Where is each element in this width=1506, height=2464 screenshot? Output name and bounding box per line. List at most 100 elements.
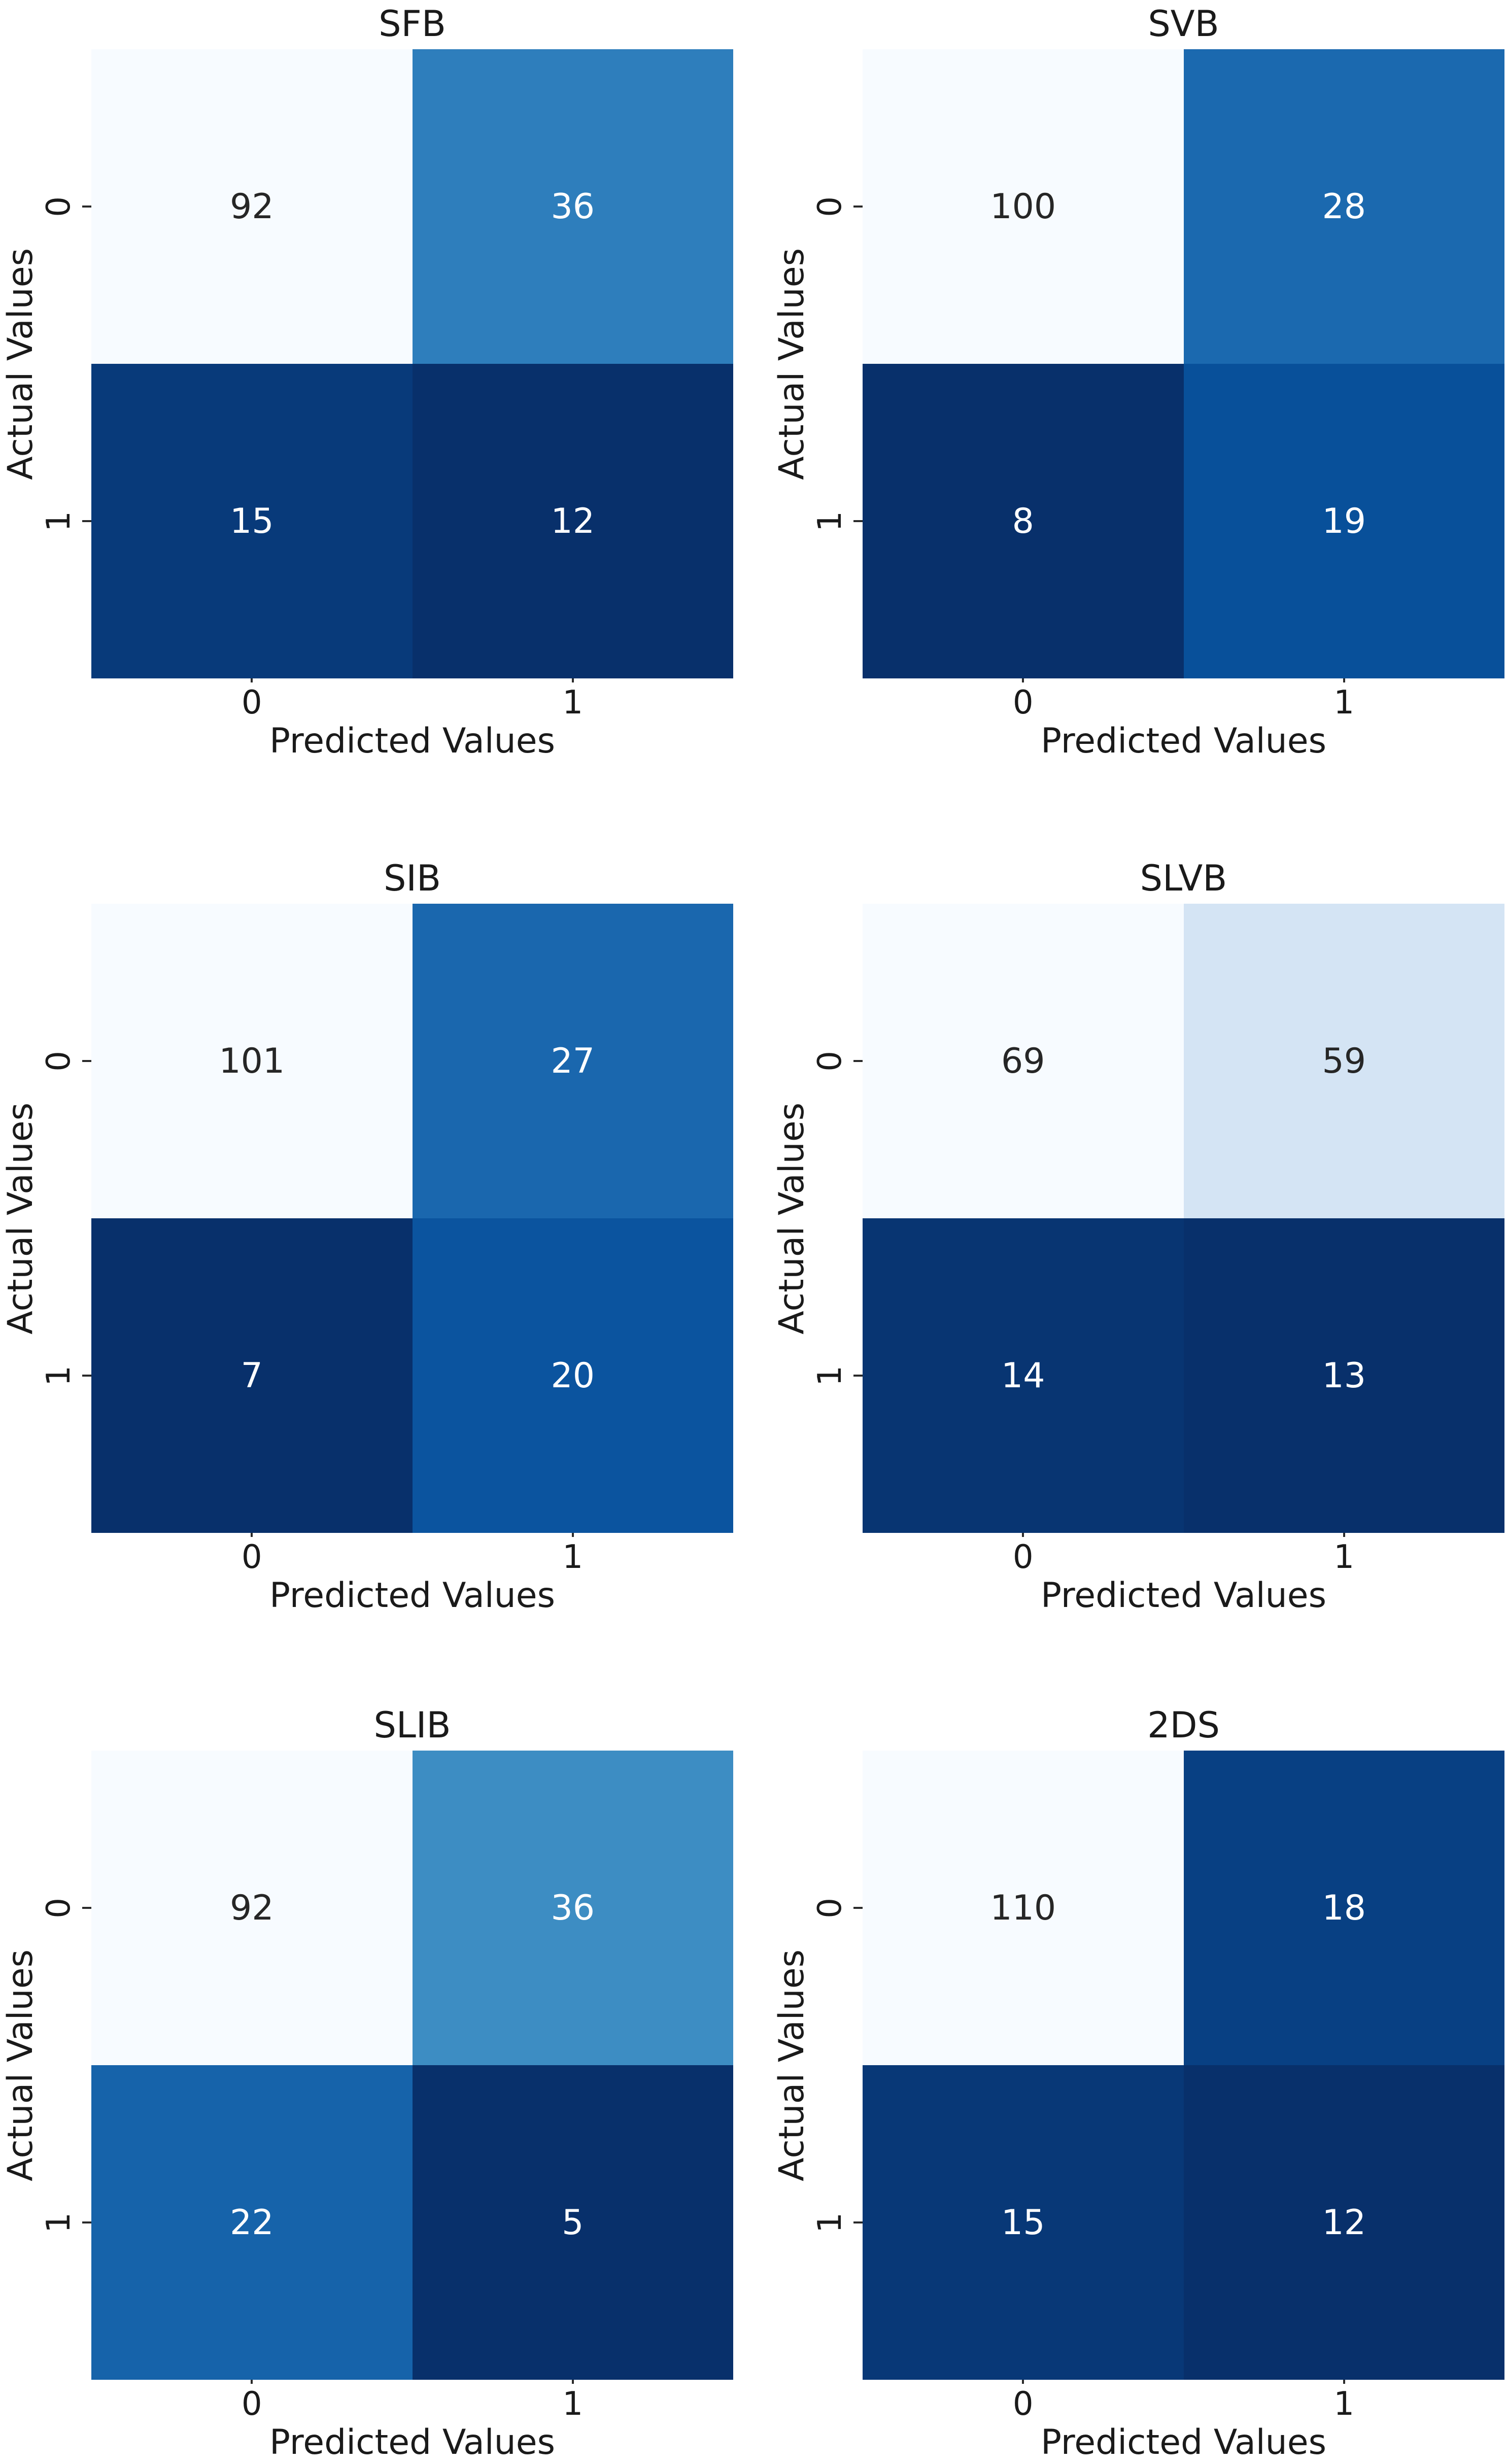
x-tick-label: 1 — [562, 1538, 584, 1576]
y-tick-mark — [853, 1060, 863, 1062]
y-tick-mark — [82, 1907, 91, 1909]
x-axis-ticks: 0 1 — [91, 678, 733, 719]
y-axis-ticks: 0 1 — [811, 904, 863, 1533]
x-axis-label: Predicted Values — [269, 2422, 555, 2462]
x-tick-label: 0 — [1012, 2385, 1034, 2423]
plot-title: SLVB — [1140, 858, 1227, 899]
heatmap-cell: 101 — [91, 904, 413, 1218]
y-axis-label: Actual Values — [771, 1102, 812, 1334]
y-axis-label-wrap: Actual Values — [766, 904, 817, 1533]
heatmap-cell: 7 — [91, 1218, 413, 1533]
heatmap-cell: 8 — [863, 364, 1184, 678]
x-tick-mark — [1022, 678, 1024, 682]
x-tick-mark — [571, 1533, 574, 1537]
x-tick: 0 — [91, 1533, 413, 1573]
x-tick-mark — [251, 2380, 253, 2384]
x-tick: 0 — [863, 1533, 1184, 1573]
y-tick: 1 — [811, 1218, 863, 1533]
y-tick-label: 0 — [40, 196, 78, 217]
x-axis-label: Predicted Values — [269, 1575, 555, 1616]
y-tick-label: 1 — [811, 2212, 849, 2233]
x-tick-mark — [1343, 678, 1345, 682]
y-axis-label: Actual Values — [771, 1949, 812, 2181]
x-tick-label: 0 — [241, 2385, 262, 2423]
x-tick: 0 — [91, 678, 413, 719]
x-axis-label: Predicted Values — [1041, 721, 1326, 761]
y-tick-mark — [853, 1375, 863, 1377]
x-axis-label: Predicted Values — [1041, 1575, 1326, 1616]
x-tick-label: 1 — [1333, 2385, 1355, 2423]
y-axis-ticks: 0 1 — [811, 49, 863, 678]
y-tick-label: 1 — [40, 1365, 78, 1386]
x-tick: 1 — [413, 678, 734, 719]
x-axis-label: Predicted Values — [1041, 2422, 1326, 2462]
y-axis-label: Actual Values — [0, 1949, 41, 2181]
x-axis-ticks: 0 1 — [863, 2380, 1504, 2420]
heatmap-cell: 100 — [863, 49, 1184, 364]
subplot-sib: SIB Actual Values 0 1 101 27 7 20 0 1 Pr… — [0, 853, 733, 1617]
x-tick-label: 0 — [1012, 1538, 1034, 1576]
y-tick-mark — [82, 520, 91, 522]
x-tick-mark — [571, 678, 574, 682]
heatmap-cell: 15 — [863, 2065, 1184, 2380]
x-tick-mark — [1022, 1533, 1024, 1537]
x-tick-mark — [1343, 1533, 1345, 1537]
y-tick-mark — [853, 2221, 863, 2223]
x-tick-mark — [1343, 2380, 1345, 2384]
y-tick-label: 1 — [40, 2212, 78, 2233]
heatmap-cell: 69 — [863, 904, 1184, 1218]
y-axis-label-wrap: Actual Values — [766, 1751, 817, 2380]
x-axis-ticks: 0 1 — [91, 1533, 733, 1573]
confusion-matrix: 92 36 15 12 — [91, 49, 733, 678]
y-tick: 1 — [811, 2065, 863, 2380]
x-axis-ticks: 0 1 — [863, 678, 1504, 719]
x-tick-mark — [251, 678, 253, 682]
y-tick: 0 — [811, 904, 863, 1218]
heatmap-cell: 15 — [91, 364, 413, 678]
y-tick: 0 — [811, 49, 863, 364]
heatmap-cell: 13 — [1183, 1218, 1504, 1533]
y-tick: 1 — [811, 364, 863, 678]
heatmap-cell: 5 — [412, 2065, 733, 2380]
heatmap-cell: 12 — [412, 364, 733, 678]
x-tick: 1 — [413, 2380, 734, 2420]
x-tick: 1 — [1184, 1533, 1505, 1573]
y-tick: 0 — [40, 49, 91, 364]
y-axis-label: Actual Values — [0, 1102, 41, 1334]
y-axis-ticks: 0 1 — [40, 1751, 91, 2380]
y-tick: 1 — [40, 2065, 91, 2380]
x-tick-label: 1 — [562, 2385, 584, 2423]
plot-title: SFB — [379, 3, 446, 45]
y-tick-label: 1 — [40, 510, 78, 532]
y-tick-mark — [82, 1375, 91, 1377]
x-axis-label: Predicted Values — [269, 721, 555, 761]
heatmap-cell: 19 — [1183, 364, 1504, 678]
y-tick-mark — [82, 2221, 91, 2223]
x-axis-ticks: 0 1 — [863, 1533, 1504, 1573]
y-tick-label: 1 — [811, 510, 849, 532]
heatmap-cell: 36 — [412, 49, 733, 364]
y-tick-label: 0 — [40, 1897, 78, 1919]
y-axis-label: Actual Values — [0, 248, 41, 480]
x-axis-ticks: 0 1 — [91, 2380, 733, 2420]
plot-title: SLIB — [373, 1704, 451, 1746]
heatmap-cell: 12 — [1183, 2065, 1504, 2380]
x-tick-label: 0 — [241, 1538, 262, 1576]
plot-title: SIB — [383, 858, 441, 899]
subplot-slib: SLIB Actual Values 0 1 92 36 22 5 0 1 Pr… — [0, 1700, 733, 2464]
x-tick-mark — [251, 1533, 253, 1537]
x-tick-label: 1 — [1333, 1538, 1355, 1576]
y-tick: 1 — [40, 1218, 91, 1533]
heatmap-cell: 20 — [412, 1218, 733, 1533]
y-axis-label: Actual Values — [771, 248, 812, 480]
heatmap-cell: 110 — [863, 1751, 1184, 2065]
subplot-slvb: SLVB Actual Values 0 1 69 59 14 13 0 1 P… — [766, 853, 1504, 1617]
confusion-matrix: 92 36 22 5 — [91, 1751, 733, 2380]
confusion-matrix: 100 28 8 19 — [863, 49, 1504, 678]
x-tick: 0 — [863, 2380, 1184, 2420]
y-axis-label-wrap: Actual Values — [0, 49, 46, 678]
subplot-sfb: SFB Actual Values 0 1 92 36 15 12 0 1 Pr… — [0, 0, 733, 763]
y-tick-mark — [853, 206, 863, 208]
y-tick-label: 0 — [811, 1897, 849, 1919]
